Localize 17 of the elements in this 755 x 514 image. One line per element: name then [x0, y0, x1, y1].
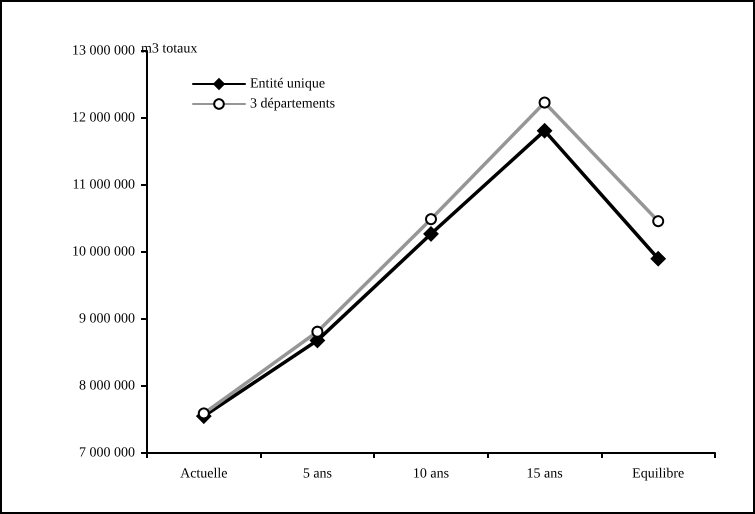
y-tick-label: 13 000 000 [72, 44, 135, 58]
y-tick-label: 8 000 000 [79, 378, 135, 394]
legend-label: Entité unique [250, 76, 326, 92]
y-tick-label: 9 000 000 [79, 312, 135, 326]
x-tick-label: Equilibre [632, 466, 684, 482]
point [424, 226, 438, 242]
point [650, 251, 666, 266]
y-tick-label: 7 000 000 [79, 446, 135, 460]
x-tick-label: 15 ans [526, 466, 563, 482]
y-tick-label: 12 000 000 [72, 110, 135, 126]
point [537, 123, 552, 138]
x-tick-label: 10 ans [412, 466, 450, 482]
legend-label: 3 départements [250, 96, 336, 112]
x-tick-label: Actuelle [180, 466, 228, 482]
x-tick-label: 5 ans [302, 466, 332, 482]
y-tick-label: 10 000 000 [72, 244, 135, 260]
y-tick-label: 11 000 000 [72, 178, 135, 192]
